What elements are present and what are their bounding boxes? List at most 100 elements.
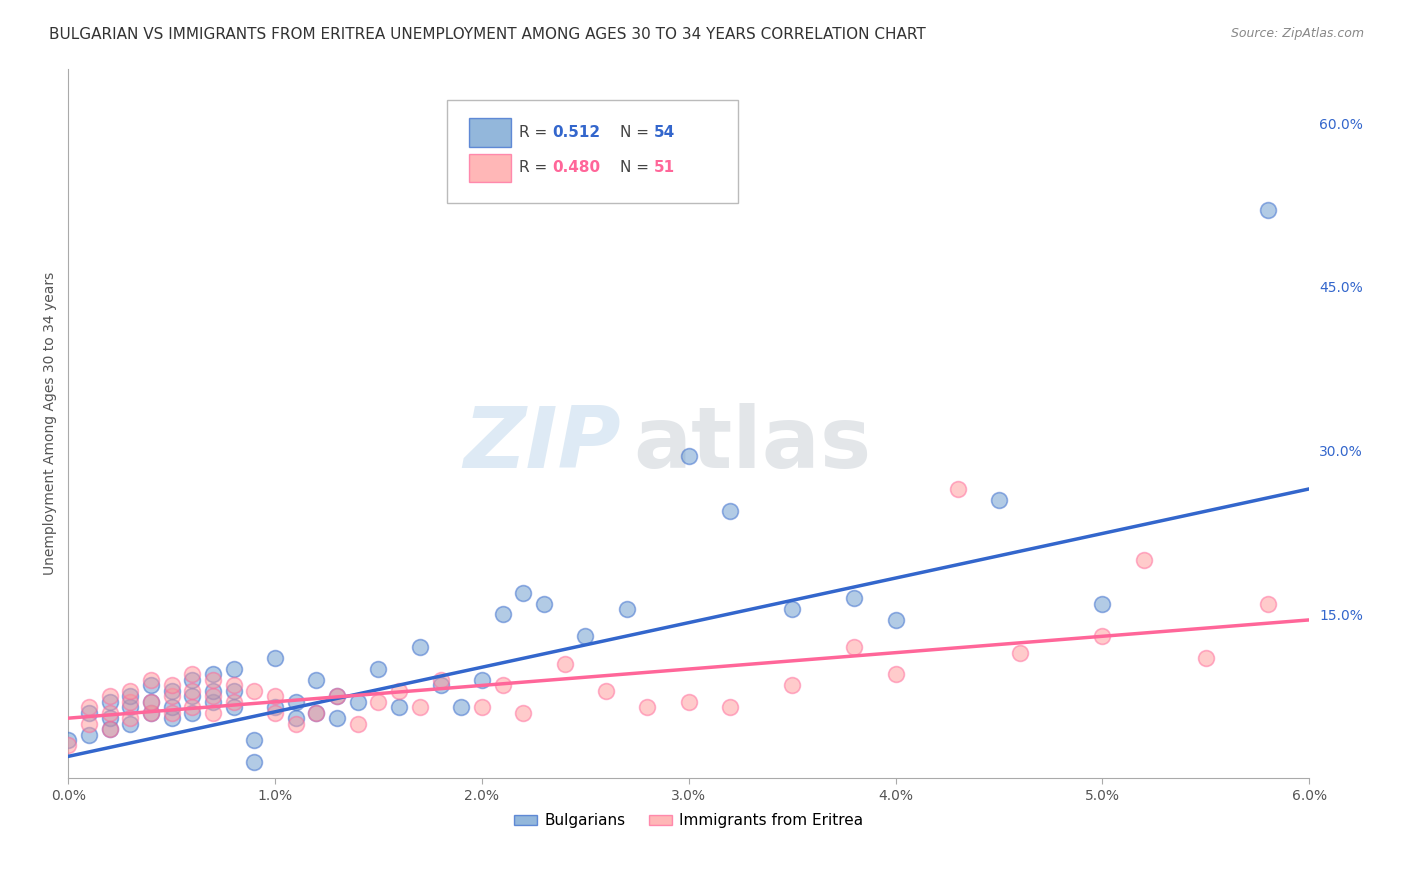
Point [243, 755, 266, 769]
Y-axis label: Unemployment Among Ages 30 to 34 years: Unemployment Among Ages 30 to 34 years [44, 272, 58, 575]
Point [77, 727, 100, 741]
Point [367, 662, 389, 676]
Point [471, 700, 494, 714]
Point [264, 706, 287, 720]
Point [718, 504, 741, 518]
Point [243, 684, 266, 698]
Point [678, 449, 700, 463]
Point [202, 695, 225, 709]
Point [1133, 553, 1156, 567]
Point [181, 690, 204, 704]
Point [388, 700, 411, 714]
Point [98, 722, 121, 736]
Point [346, 695, 368, 709]
Point [264, 690, 287, 704]
Point [678, 695, 700, 709]
Point [139, 695, 162, 709]
Point [946, 482, 969, 496]
Point [429, 673, 451, 687]
Point [120, 711, 142, 725]
Point [284, 716, 307, 731]
Point [98, 722, 121, 736]
Point [346, 716, 368, 731]
Point [98, 711, 121, 725]
Point [139, 706, 162, 720]
Point [120, 716, 142, 731]
Point [181, 706, 204, 720]
Point [554, 657, 576, 671]
Point [718, 700, 741, 714]
Point [77, 716, 100, 731]
Text: atlas: atlas [633, 403, 872, 486]
Point [120, 700, 142, 714]
Point [160, 700, 183, 714]
Point [574, 629, 596, 643]
Point [429, 678, 451, 692]
Point [139, 695, 162, 709]
Point [326, 711, 349, 725]
Point [98, 695, 121, 709]
Point [202, 667, 225, 681]
FancyBboxPatch shape [447, 101, 738, 203]
Point [409, 700, 432, 714]
Point [388, 684, 411, 698]
Point [367, 695, 389, 709]
Text: N =: N = [620, 161, 654, 176]
Point [616, 602, 638, 616]
Point [58, 739, 80, 753]
FancyBboxPatch shape [470, 119, 512, 146]
Point [988, 492, 1011, 507]
Point [139, 706, 162, 720]
Point [884, 667, 907, 681]
Point [264, 651, 287, 665]
Point [1257, 203, 1279, 218]
Text: 0.512: 0.512 [553, 125, 600, 140]
Point [222, 678, 245, 692]
Point [120, 695, 142, 709]
Point [450, 700, 472, 714]
Point [636, 700, 658, 714]
Point [780, 602, 803, 616]
Point [471, 673, 494, 687]
Point [243, 733, 266, 747]
Point [844, 640, 866, 655]
Text: Source: ZipAtlas.com: Source: ZipAtlas.com [1230, 27, 1364, 40]
Point [326, 690, 349, 704]
Point [98, 690, 121, 704]
Point [181, 684, 204, 698]
Text: R =: R = [519, 161, 553, 176]
Point [1257, 597, 1279, 611]
Text: N =: N = [620, 125, 654, 140]
Point [844, 591, 866, 605]
Point [1008, 646, 1031, 660]
Text: BULGARIAN VS IMMIGRANTS FROM ERITREA UNEMPLOYMENT AMONG AGES 30 TO 34 YEARS CORR: BULGARIAN VS IMMIGRANTS FROM ERITREA UNE… [49, 27, 927, 42]
Point [120, 684, 142, 698]
Point [202, 690, 225, 704]
Text: 0.480: 0.480 [553, 161, 600, 176]
Point [409, 640, 432, 655]
Point [202, 684, 225, 698]
Point [160, 690, 183, 704]
Point [491, 678, 513, 692]
Point [222, 700, 245, 714]
Point [202, 706, 225, 720]
Point [1091, 629, 1114, 643]
Point [305, 706, 328, 720]
Point [120, 690, 142, 704]
Text: R =: R = [519, 125, 553, 140]
Point [202, 673, 225, 687]
Point [222, 695, 245, 709]
Point [181, 667, 204, 681]
Point [58, 733, 80, 747]
Point [512, 706, 534, 720]
Point [284, 711, 307, 725]
Point [512, 585, 534, 599]
Point [1091, 597, 1114, 611]
Point [884, 613, 907, 627]
Point [595, 684, 617, 698]
Point [222, 662, 245, 676]
Point [491, 607, 513, 622]
Point [284, 695, 307, 709]
Point [181, 700, 204, 714]
Legend: Bulgarians, Immigrants from Eritrea: Bulgarians, Immigrants from Eritrea [508, 807, 869, 834]
